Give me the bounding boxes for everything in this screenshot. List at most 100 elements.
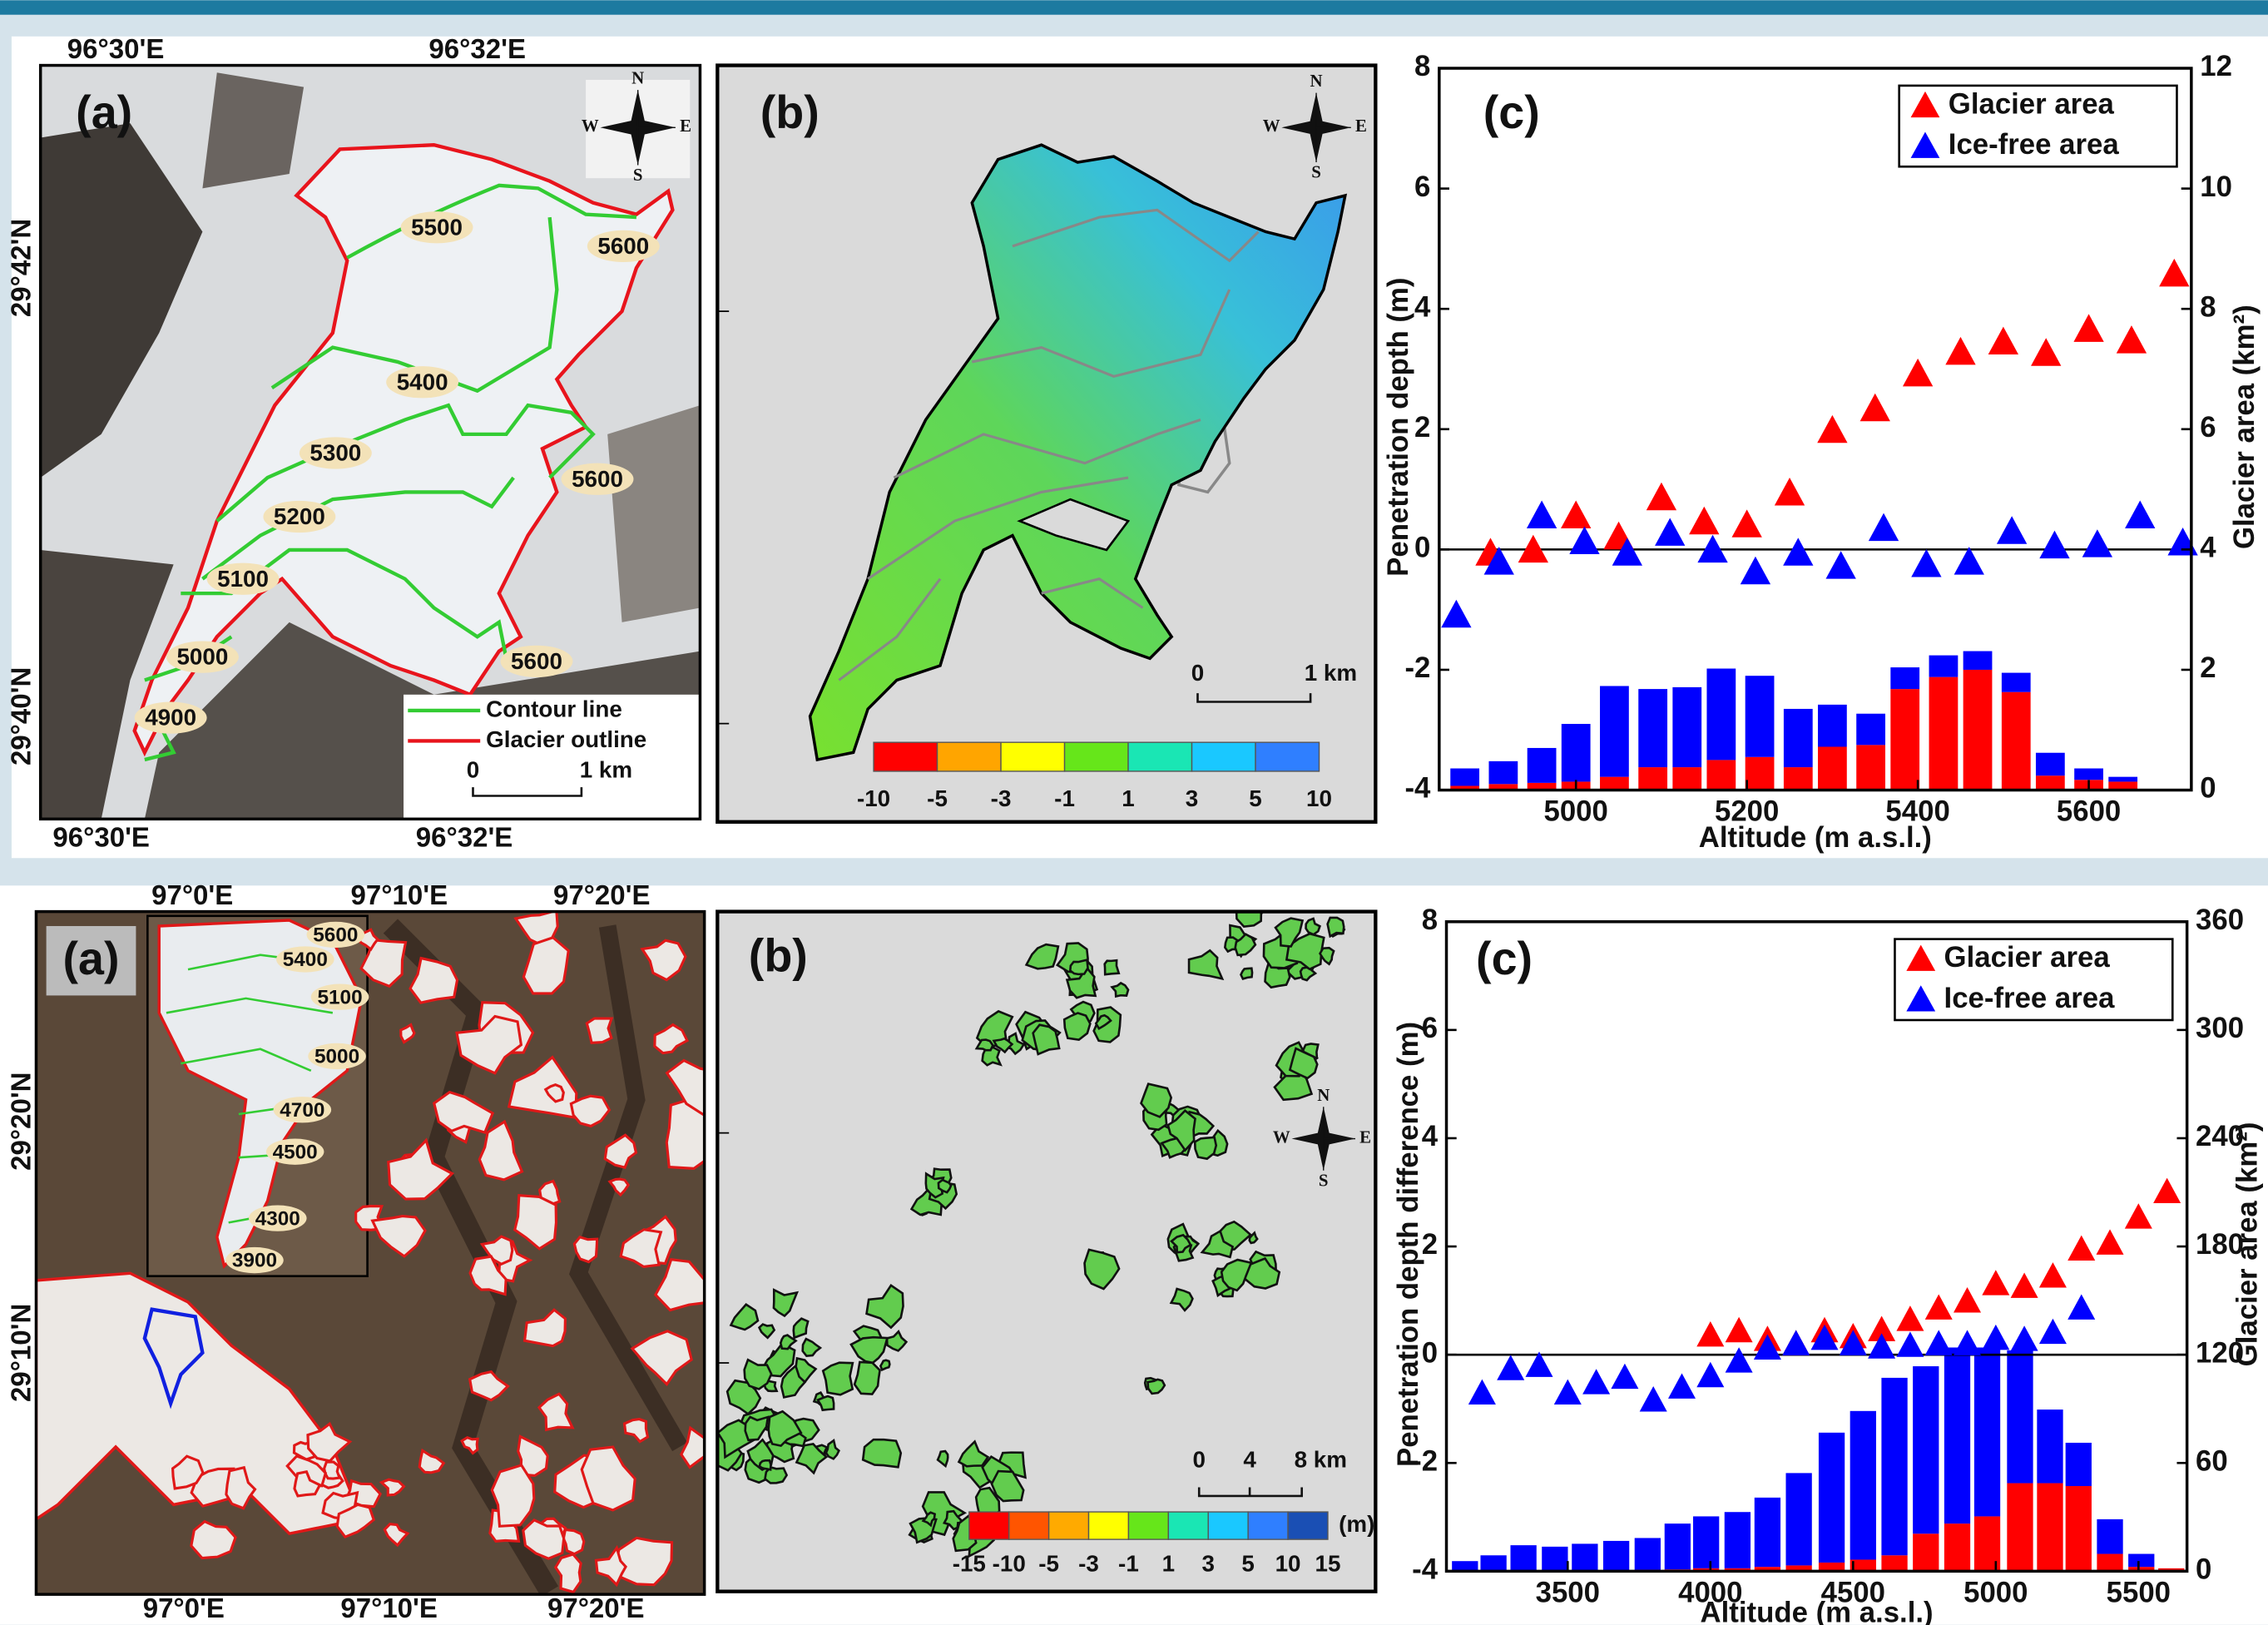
lat-label: 29°20'N (6, 1073, 37, 1171)
bar (1528, 748, 1557, 783)
colorbar-label: 5 (1241, 1551, 1254, 1577)
bar (2037, 1484, 2062, 1572)
y2-tick-label: 10 (2200, 171, 2232, 203)
bar (1542, 1547, 1567, 1570)
x-tick-label: 5500 (2107, 1577, 2171, 1608)
page: {"chart_data":[ {"type":"combo","panel":… (0, 0, 2268, 1625)
legend-label: Ice-free area (1944, 983, 2116, 1014)
lon-label: 97°10'E (351, 879, 448, 910)
bar (2036, 753, 2065, 775)
lon-label: 97°20'E (553, 879, 651, 910)
colorbar-label: -1 (1118, 1551, 1139, 1577)
contour-label: 5000 (314, 1046, 359, 1068)
bar (1450, 769, 1479, 786)
colorbar-box (1192, 742, 1255, 771)
bar (2066, 1486, 2092, 1571)
lon-label: 96°32'E (416, 821, 513, 852)
colorbar-label: 10 (1306, 785, 1332, 811)
colorbar-box (1009, 1512, 1049, 1539)
y-tick-label: 2 (1414, 412, 1430, 443)
bar (1452, 1561, 1478, 1570)
lon-label: 96°30'E (52, 821, 150, 852)
contour-label: 5500 (411, 214, 463, 240)
lon-label: 96°30'E (67, 33, 165, 64)
blob (854, 1362, 879, 1395)
colorbar-label: -3 (1078, 1551, 1099, 1577)
colorbar-box (1089, 1512, 1129, 1539)
y-tick-label: 4 (1414, 291, 1431, 323)
compass-letter: W (1273, 1127, 1290, 1147)
legend-label: Glacier outline (486, 726, 646, 752)
scale-label: 0 (1191, 660, 1204, 686)
blob (1070, 960, 1087, 974)
bar (1881, 1378, 1907, 1555)
bar (1929, 677, 1959, 790)
bar (1725, 1512, 1751, 1568)
colorbar-box (874, 742, 937, 771)
bar (2007, 1484, 2033, 1572)
colorbar-unit: (m) (1339, 1511, 1374, 1537)
bar (1929, 656, 1959, 677)
colorbar-label: 1 (1122, 785, 1134, 811)
bar (1746, 757, 1775, 790)
y2-tick-label: 6 (2200, 412, 2216, 443)
bar (2108, 777, 2137, 782)
colorbar-box (1128, 1512, 1168, 1539)
y-tick-label: -4 (1404, 773, 1431, 805)
bar (1881, 1555, 1907, 1571)
colorbar-label: 3 (1202, 1551, 1215, 1577)
contour-label: 5100 (217, 566, 269, 592)
bar (1856, 745, 1885, 790)
bar (1600, 686, 1629, 776)
bar (1693, 1516, 1719, 1568)
colorbar-box (1128, 742, 1191, 771)
y2-tick-label: 0 (2196, 1554, 2211, 1586)
top-strip (0, 0, 2268, 14)
bar (1818, 747, 1847, 790)
map-background (717, 912, 1375, 1592)
y-tick-label: 0 (1414, 533, 1430, 564)
colorbar-box (1168, 1512, 1208, 1539)
legend-label: Glacier area (1949, 88, 2115, 120)
bar (1784, 709, 1813, 767)
y-axis-label: Penetration depth difference (m) (1393, 1022, 1424, 1467)
bar (1638, 767, 1667, 790)
colorbar-label: 15 (1315, 1551, 1341, 1577)
compass-letter: N (631, 68, 644, 88)
compass-letter: N (1310, 71, 1323, 91)
panel-label: (b) (749, 930, 808, 982)
bar (1785, 1473, 1811, 1565)
bar (2097, 1554, 2122, 1572)
panel-label: (c) (1483, 87, 1540, 138)
colorbar-label: -5 (927, 785, 948, 811)
bar (1818, 705, 1847, 747)
y-tick-label: -4 (1412, 1554, 1439, 1586)
bar (1974, 1347, 2000, 1516)
lat-label: 29°10'N (6, 1304, 37, 1402)
y-tick-label: 8 (1422, 904, 1438, 936)
map-b-top (717, 66, 1375, 822)
blob (863, 1439, 901, 1467)
x-tick-label: 3500 (1536, 1577, 1600, 1608)
map-b-bottom (706, 899, 1376, 1592)
y2-tick-label: 2 (2200, 652, 2216, 684)
bar (2128, 1554, 2154, 1568)
contour-label: 5600 (572, 466, 623, 492)
contour-label: 5600 (511, 648, 562, 674)
compass-letter: N (1317, 1085, 1330, 1105)
scale-label: 8 km (1295, 1447, 1347, 1473)
y-tick-label: 8 (1414, 51, 1430, 82)
bar (1913, 1533, 1939, 1571)
bar (1635, 1538, 1661, 1569)
colorbar-label: -10 (857, 785, 890, 811)
bar (1572, 1543, 1597, 1570)
figure: (a)96°30'E96°32'E96°30'E96°32'E29°42'N29… (0, 0, 2268, 1625)
compass-letter: W (582, 116, 599, 136)
compass-letter: S (1319, 1170, 1329, 1190)
contour-label: 5600 (597, 233, 649, 259)
contour-label: 5400 (283, 949, 328, 971)
contour-label: 5600 (313, 924, 358, 947)
colorbar-box (1248, 1512, 1288, 1539)
compass-letter: S (1311, 162, 1321, 182)
lon-label: 97°20'E (547, 1593, 645, 1623)
